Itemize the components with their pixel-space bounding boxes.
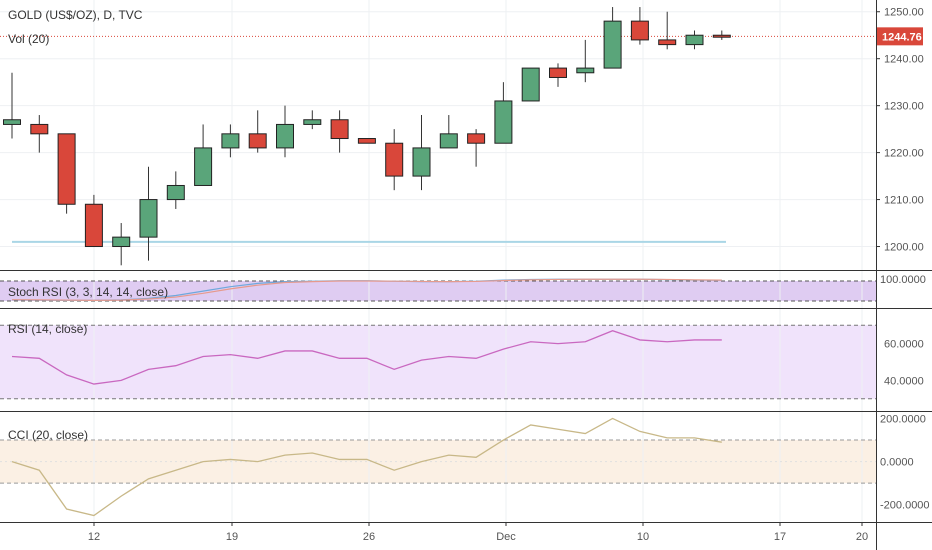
candle-body bbox=[3, 119, 21, 125]
candle-body bbox=[576, 67, 595, 74]
candle-body bbox=[112, 236, 131, 248]
candle bbox=[576, 39, 595, 83]
candle bbox=[303, 110, 322, 130]
stoch-rsi-label: Stoch RSI (3, 3, 14, 14, close) bbox=[8, 285, 169, 299]
candle-body bbox=[248, 133, 267, 149]
candle bbox=[357, 138, 376, 144]
cci-axis-label: -200.0000 bbox=[880, 500, 930, 512]
candle bbox=[194, 124, 213, 186]
time-axis-label: 26 bbox=[363, 531, 375, 543]
candle bbox=[276, 105, 294, 158]
candle bbox=[549, 63, 567, 87]
volume-indicator-label: Vol (20) bbox=[8, 32, 50, 46]
candle bbox=[57, 133, 76, 214]
rsi-line bbox=[11, 330, 722, 385]
rsi-band bbox=[0, 325, 876, 399]
candle bbox=[84, 194, 103, 248]
candle-body bbox=[357, 138, 376, 144]
price-axis-label: 1250.00 bbox=[884, 7, 924, 19]
candle bbox=[603, 7, 622, 69]
candle-body bbox=[685, 34, 704, 46]
candle bbox=[30, 115, 49, 153]
candle-body bbox=[549, 67, 567, 78]
rsi-axis-label: 60.0000 bbox=[884, 339, 924, 351]
price-axis-label: 1200.00 bbox=[884, 242, 924, 254]
candle bbox=[112, 223, 131, 266]
last-price-tag bbox=[877, 27, 923, 46]
candle-body bbox=[194, 147, 213, 186]
rsi-axis-label: 40.0000 bbox=[884, 375, 924, 387]
candle bbox=[712, 30, 731, 40]
candle-body bbox=[221, 133, 240, 149]
candle bbox=[221, 124, 240, 158]
time-axis-label: 19 bbox=[226, 531, 238, 543]
candle-body bbox=[603, 20, 622, 69]
candle-body bbox=[385, 142, 404, 177]
candle bbox=[685, 30, 704, 50]
candle-body bbox=[467, 133, 486, 144]
candle-body bbox=[658, 39, 677, 46]
candle bbox=[521, 67, 540, 102]
candle bbox=[658, 11, 677, 50]
candle-body bbox=[712, 34, 731, 38]
price-axis-label: 1220.00 bbox=[884, 148, 924, 160]
time-axis-label: 20 bbox=[856, 531, 868, 543]
candle bbox=[467, 129, 486, 167]
candle-body bbox=[303, 119, 322, 125]
candle-body bbox=[521, 67, 540, 102]
time-axis-label: Dec bbox=[496, 531, 516, 543]
stoch-rsi-line-2 bbox=[11, 278, 722, 301]
last-price-value: 1244.76 bbox=[882, 31, 922, 43]
candle bbox=[330, 110, 349, 153]
candle bbox=[439, 115, 458, 149]
time-axis-label: 17 bbox=[774, 531, 786, 543]
candle bbox=[248, 110, 267, 153]
stoch-rsi-axis-label: 100.0000 bbox=[880, 274, 926, 286]
price-chart-title: GOLD (US$/OZ), D, TVC bbox=[8, 8, 143, 22]
candle bbox=[412, 115, 431, 191]
candle-body bbox=[439, 133, 458, 149]
candle-body bbox=[330, 119, 349, 140]
candle-body bbox=[276, 123, 294, 149]
candle bbox=[139, 166, 158, 261]
candle-body bbox=[30, 123, 49, 135]
candle-body bbox=[630, 20, 649, 41]
candle-body bbox=[412, 147, 431, 177]
candle bbox=[630, 7, 649, 45]
cci-axis-label: 200.0000 bbox=[880, 413, 926, 425]
candle bbox=[3, 72, 21, 139]
rsi-label: RSI (14, close) bbox=[8, 322, 88, 336]
cci-line bbox=[11, 417, 722, 517]
candle-body bbox=[139, 199, 158, 238]
candle-body bbox=[166, 184, 185, 201]
price-axis-label: 1240.00 bbox=[884, 54, 924, 66]
price-axis-label: 1230.00 bbox=[884, 101, 924, 113]
candle bbox=[166, 171, 185, 209]
cci-label: CCI (20, close) bbox=[8, 428, 89, 442]
time-axis-label: 12 bbox=[88, 531, 100, 543]
stoch-rsi-band bbox=[0, 281, 876, 301]
time-axis-label: 10 bbox=[637, 531, 649, 543]
candle-body bbox=[494, 100, 513, 144]
candle-body bbox=[57, 133, 76, 205]
cci-axis-label: 0.0000 bbox=[880, 457, 914, 469]
candle bbox=[385, 129, 404, 191]
candle bbox=[494, 82, 513, 144]
candle-body bbox=[84, 203, 103, 248]
price-axis-label: 1210.00 bbox=[884, 195, 924, 207]
